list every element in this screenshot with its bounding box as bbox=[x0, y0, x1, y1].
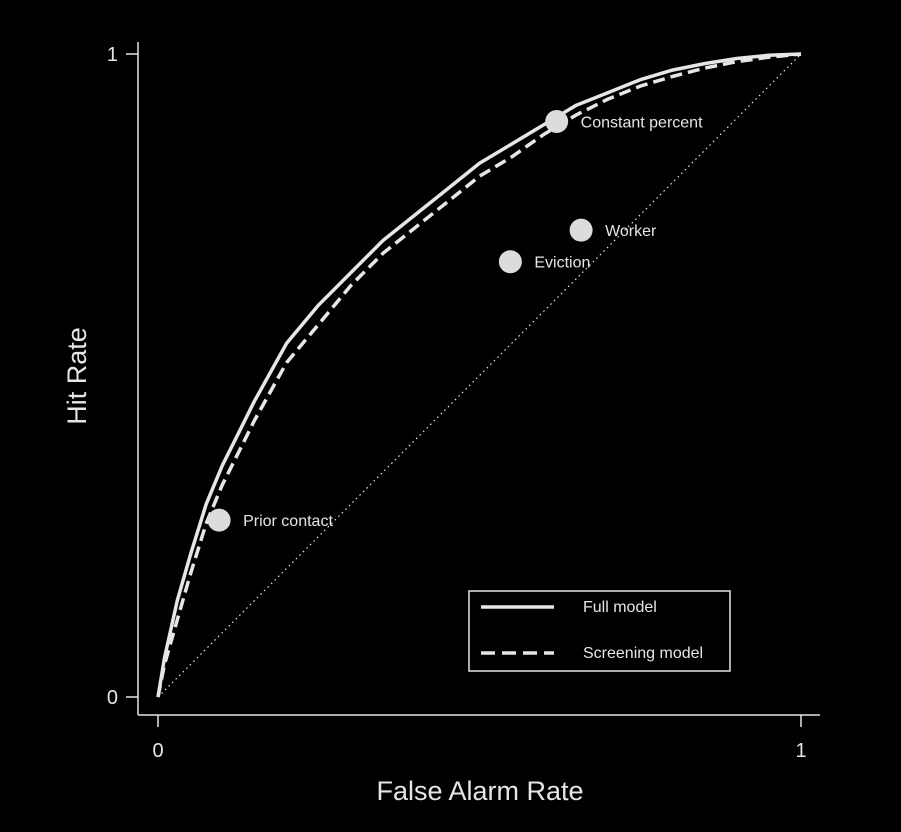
point-constant-percent bbox=[545, 110, 569, 134]
y-tick-label-1: 1 bbox=[107, 44, 118, 66]
series-line-full-model bbox=[156, 52, 802, 698]
legend-label-full-model: Full model bbox=[583, 599, 657, 616]
legend-box bbox=[468, 590, 731, 672]
chance-diagonal-line bbox=[157, 53, 802, 698]
point-eviction bbox=[498, 250, 522, 274]
point-label-eviction: Eviction bbox=[534, 255, 590, 272]
points-layer: Prior contact Constant percent Worker Evict… bbox=[207, 110, 703, 532]
x-tick-label-1: 1 bbox=[795, 740, 806, 762]
y-axis-title: Hit Rate bbox=[62, 327, 92, 425]
series-line-screening-model bbox=[156, 52, 802, 698]
x-tick-label-0: 0 bbox=[152, 740, 163, 762]
axes: 0 1 0 1 False Alarm Rate Hit Rate bbox=[62, 42, 820, 806]
point-worker bbox=[569, 218, 593, 242]
point-prior-contact bbox=[207, 508, 231, 532]
legend: Full model Screening model bbox=[468, 590, 731, 672]
point-label-prior-contact: Prior contact bbox=[243, 513, 333, 530]
x-axis-title: False Alarm Rate bbox=[376, 776, 583, 806]
y-tick-label-0: 0 bbox=[107, 687, 118, 709]
legend-label-screening-model: Screening model bbox=[583, 645, 703, 662]
point-label-worker: Worker bbox=[605, 223, 657, 240]
series-layer bbox=[156, 52, 802, 698]
point-label-constant-percent: Constant percent bbox=[581, 115, 703, 132]
